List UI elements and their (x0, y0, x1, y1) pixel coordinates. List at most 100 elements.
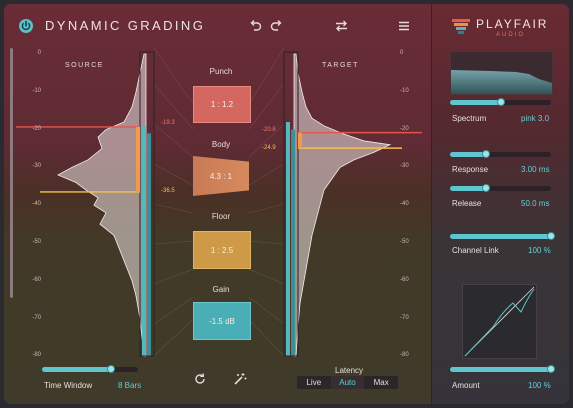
logo-sub: AUDIO (496, 32, 526, 38)
time-window-knob[interactable] (107, 365, 116, 373)
fan-line (153, 83, 194, 130)
reset-icon[interactable] (193, 372, 207, 386)
source-distribution (57, 53, 147, 357)
time-window-slider[interactable] (42, 365, 138, 373)
logo-name: PLAYFAIR (476, 17, 549, 31)
magic-wand-icon[interactable] (232, 371, 248, 387)
fan-line (248, 83, 285, 130)
target-distribution (293, 53, 392, 357)
channel-link-knob[interactable] (547, 232, 555, 240)
body-value: 4.3 : 1 (209, 171, 233, 181)
fan-line (248, 296, 285, 325)
scale-tick: 0 (400, 50, 404, 56)
floor-label: Floor (211, 212, 231, 221)
response-knob[interactable] (482, 150, 491, 158)
scale-tick: -30 (32, 163, 41, 170)
floor-control[interactable]: 1 : 2.5 (193, 231, 251, 269)
channel-link-fill (450, 234, 551, 239)
scale-tick: -50 (400, 239, 409, 245)
floor-value: 1 : 2.5 (210, 245, 234, 255)
body-label: Body (211, 140, 231, 149)
target-meter-frame (283, 51, 299, 357)
scale-tick: -10 (32, 87, 41, 94)
release-fill (450, 186, 487, 191)
scale-tick: -30 (400, 163, 409, 170)
target-meter-right (291, 129, 295, 357)
time-window-value: 8 Bars (118, 381, 142, 390)
transfer-curve-display (462, 284, 537, 359)
release-knob[interactable] (482, 184, 491, 192)
side-panel: PLAYFAIR AUDIO Spectrum pink 3.0 Respons… (431, 4, 569, 404)
release-slider[interactable] (450, 184, 551, 192)
fan-line (153, 268, 194, 285)
fan-line (248, 319, 285, 357)
latency-option-auto[interactable]: Auto (330, 376, 365, 389)
channel-link-label: Channel Link (452, 246, 499, 255)
fan-line (248, 47, 285, 105)
target-marker-top-value: -20.8 (262, 127, 276, 133)
scale-tick: -40 (32, 201, 41, 208)
swap-icon[interactable] (334, 19, 349, 33)
source-meter-right (147, 133, 151, 357)
fan-line (153, 123, 194, 158)
undo-icon[interactable] (248, 19, 262, 33)
spectrum-knob[interactable] (496, 98, 505, 106)
scale-tick: -20 (32, 125, 41, 132)
release-value: 50.0 ms (521, 199, 550, 208)
amount-knob[interactable] (547, 365, 555, 373)
response-slider[interactable] (450, 150, 551, 158)
source-marker-bottom-value: -36.5 (161, 188, 175, 194)
latency-selector: Live Auto Max (297, 376, 398, 389)
target-meter-left (286, 122, 290, 357)
power-icon[interactable] (18, 18, 34, 34)
fan-line (248, 240, 285, 245)
spectrum-label: Spectrum (452, 114, 487, 123)
body-control[interactable]: 4.3 : 1 (193, 156, 249, 196)
source-range-bar (136, 126, 140, 192)
plugin-window: DYNAMIC GRADING SOURCE TARGET 0 -10 -20 -30… (4, 4, 569, 404)
time-window-label: Time Window (44, 381, 93, 390)
response-fill (450, 152, 487, 157)
channel-link-slider[interactable] (450, 232, 555, 240)
scale-tick: -80 (400, 352, 409, 359)
playfair-logo: PLAYFAIR AUDIO (450, 16, 562, 42)
release-label: Release (452, 199, 482, 208)
latency-option-live[interactable]: Live (306, 378, 322, 387)
logo-mark-icon (452, 19, 470, 34)
target-label: TARGET (322, 62, 359, 69)
gain-control[interactable]: -1.5 dB (193, 302, 251, 340)
fan-line (153, 163, 194, 186)
punch-control[interactable]: 1 : 1.2 (193, 86, 251, 123)
scale-tick: -40 (400, 201, 409, 208)
scale-tick: -70 (32, 314, 41, 321)
latency-option-max[interactable]: Max (373, 378, 389, 387)
scale-tick: -60 (400, 276, 409, 283)
spectrum-slider[interactable] (450, 98, 551, 106)
scale-tick: -70 (400, 314, 409, 321)
target-graph (282, 48, 422, 358)
latency-label: Latency (335, 366, 364, 375)
mapping-lines (153, 47, 285, 357)
source-meter-left (142, 125, 146, 357)
fan-line (153, 240, 194, 245)
menu-icon[interactable] (397, 19, 411, 33)
punch-label: Punch (209, 67, 233, 76)
fan-line (248, 203, 285, 214)
scale-tick: 0 (37, 50, 41, 56)
response-label: Response (452, 165, 489, 174)
spectrum-display (450, 51, 553, 95)
gain-label: Gain (212, 285, 230, 294)
redo-icon[interactable] (270, 19, 284, 33)
source-graph (16, 48, 158, 358)
app-title: DYNAMIC GRADING (45, 18, 206, 33)
amount-slider[interactable] (450, 365, 555, 373)
target-range-bar (298, 132, 302, 149)
channel-link-value: 100 % (528, 246, 551, 255)
spectrum-value: pink 3.0 (521, 114, 550, 123)
amount-fill (450, 367, 551, 372)
fan-line (153, 296, 194, 325)
scale-tick: -10 (400, 87, 409, 94)
fan-line (248, 268, 285, 285)
scrollbar[interactable] (10, 48, 13, 298)
response-value: 3.00 ms (521, 165, 550, 174)
